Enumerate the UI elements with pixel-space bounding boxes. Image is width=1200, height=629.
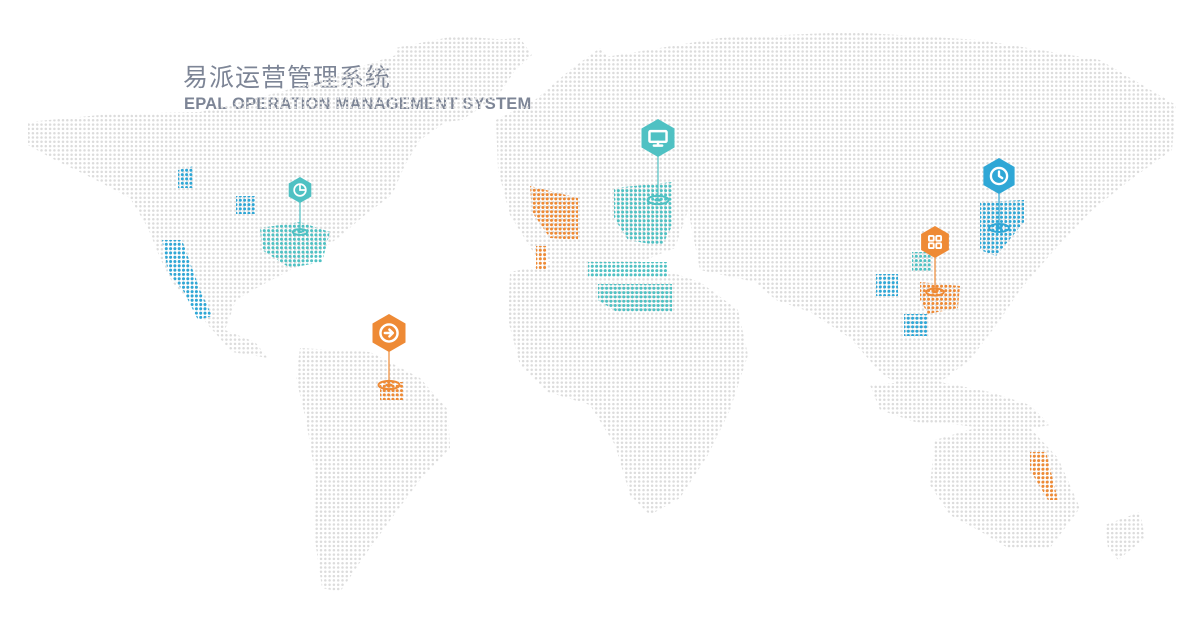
grid-apps-icon (927, 234, 943, 250)
pin-base-ring (646, 194, 670, 206)
pin-base-ring (988, 223, 1010, 233)
pin-base-ring (291, 228, 309, 236)
map-pin-europe[interactable] (641, 119, 675, 206)
pin-hexagon (641, 119, 675, 157)
pin-base-dot (931, 290, 939, 294)
highlight-region (614, 182, 672, 244)
highlight-region (912, 252, 931, 271)
highlight-region (162, 240, 211, 319)
highlight-region (536, 246, 547, 269)
map-pin-south-america[interactable] (372, 314, 406, 391)
highlight-region (260, 222, 330, 267)
pin-base-dot (995, 226, 1003, 230)
highlight-region (588, 262, 667, 277)
pin-hexagon (921, 226, 949, 258)
page-subtitle: EPAL OPERATION MANAGEMENT SYSTEM (184, 95, 531, 114)
pin-base-dot (385, 383, 393, 387)
pin-base-ring (377, 379, 401, 391)
clock-icon (989, 166, 1009, 186)
land-dots (28, 33, 1176, 591)
map-pin-china[interactable] (921, 226, 949, 297)
highlight-region (876, 274, 898, 296)
highlight-region (236, 196, 255, 214)
map-pin-east-asia[interactable] (983, 158, 1015, 233)
highlight-region (904, 314, 927, 336)
arrow-right-circle-icon (379, 323, 399, 343)
pin-base-dot (297, 230, 303, 234)
monitor-icon (648, 129, 668, 147)
pin-base-ring (925, 287, 945, 297)
pin-base-dot (654, 198, 662, 202)
pie-chart-icon (293, 183, 307, 197)
map-pin-north-america[interactable] (288, 177, 312, 236)
